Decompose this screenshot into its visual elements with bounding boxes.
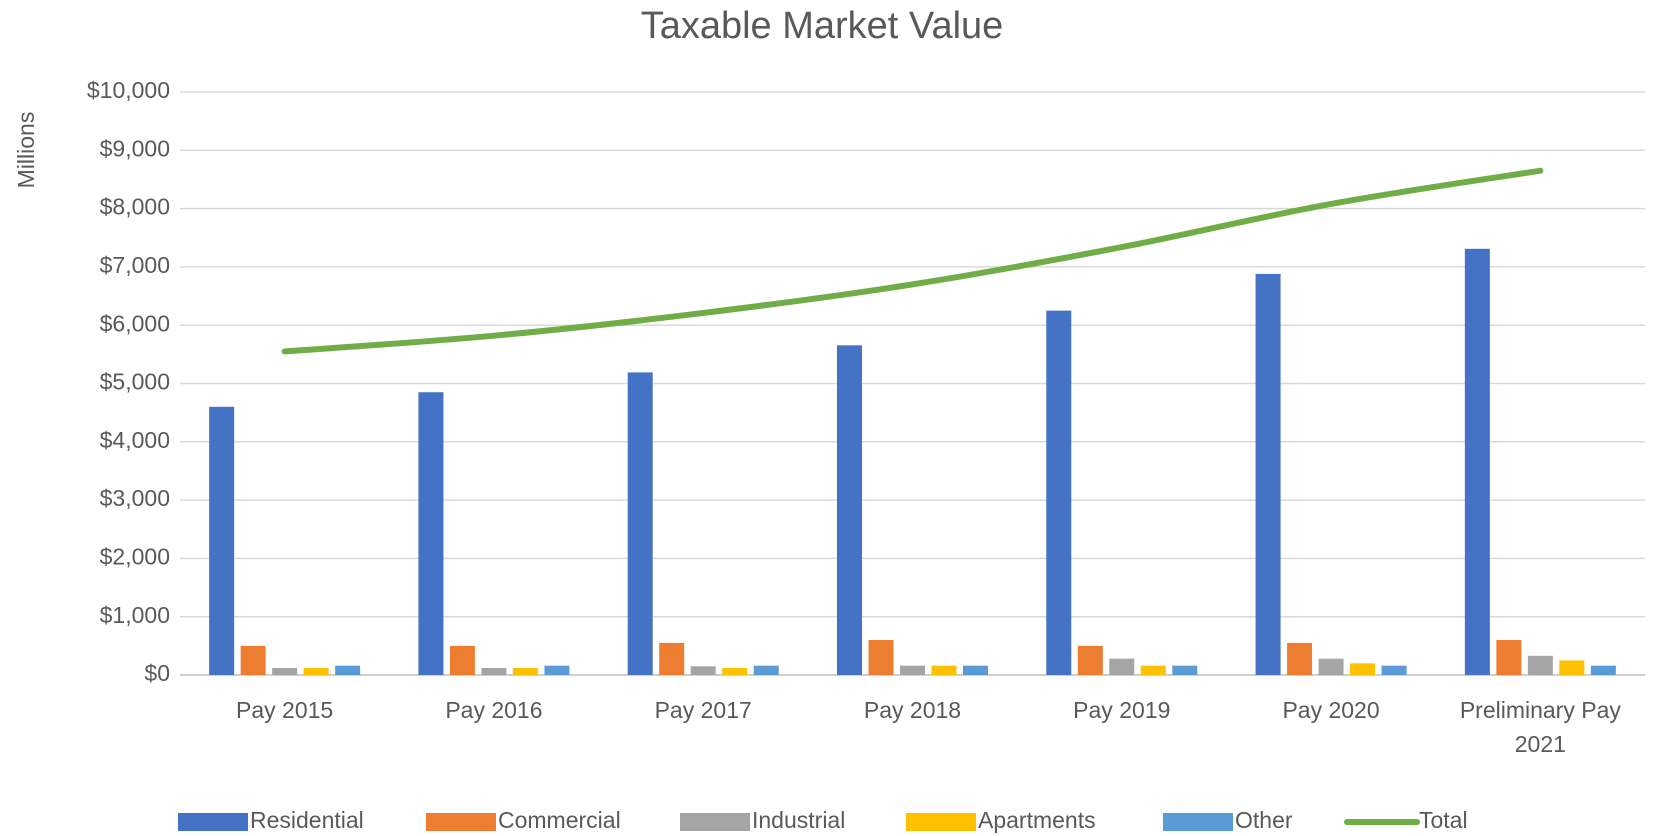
bar bbox=[1590, 665, 1616, 675]
legend-label: Industrial bbox=[752, 807, 845, 833]
y-tick-label: $4,000 bbox=[100, 427, 170, 453]
bar bbox=[1350, 663, 1376, 675]
bar bbox=[753, 665, 779, 675]
legend-swatch bbox=[178, 813, 248, 831]
bar bbox=[900, 665, 925, 675]
bar bbox=[481, 668, 507, 675]
bar bbox=[690, 666, 716, 675]
bar bbox=[722, 668, 748, 675]
x-tick-label: Preliminary Pay 2021 bbox=[1459, 697, 1621, 757]
y-tick-label: $10,000 bbox=[87, 77, 170, 103]
bar bbox=[544, 665, 570, 675]
legend-swatch bbox=[1163, 813, 1233, 831]
bar bbox=[627, 372, 653, 675]
y-tick-label: $3,000 bbox=[100, 485, 170, 511]
y-tick-label: $2,000 bbox=[100, 543, 170, 569]
bar bbox=[272, 668, 298, 675]
bar bbox=[1140, 665, 1166, 675]
legend-swatch bbox=[426, 813, 496, 831]
bar bbox=[1109, 658, 1135, 675]
x-tick-label: Pay 2020 bbox=[1282, 697, 1380, 723]
bar bbox=[931, 665, 957, 675]
legend-swatch bbox=[906, 813, 976, 831]
x-tick-label: Pay 2016 bbox=[445, 697, 543, 723]
bar bbox=[1318, 658, 1344, 675]
bar bbox=[659, 642, 685, 675]
x-tick-label: Pay 2019 bbox=[1073, 697, 1171, 723]
bar bbox=[1287, 642, 1313, 675]
y-axis-label: Millions bbox=[13, 112, 39, 189]
y-tick-label: $1,000 bbox=[100, 602, 170, 628]
bar bbox=[1077, 645, 1103, 675]
bar bbox=[868, 640, 894, 675]
bar bbox=[335, 665, 361, 675]
bar bbox=[963, 665, 988, 675]
bar bbox=[512, 668, 538, 675]
y-tick-label: $5,000 bbox=[100, 369, 170, 395]
bar bbox=[1464, 248, 1490, 675]
bar bbox=[1559, 660, 1585, 675]
x-tick-label: Pay 2015 bbox=[236, 697, 334, 723]
bar bbox=[303, 668, 329, 675]
bar bbox=[418, 392, 444, 675]
bar bbox=[209, 406, 235, 675]
x-tick-label: Pay 2018 bbox=[863, 697, 962, 723]
bar bbox=[449, 645, 475, 675]
bar bbox=[1381, 665, 1407, 675]
bar bbox=[837, 345, 862, 675]
legend-label: Residential bbox=[250, 807, 364, 833]
bar bbox=[1255, 273, 1281, 675]
legend-swatch bbox=[680, 813, 750, 831]
legend-label: Other bbox=[1235, 807, 1293, 833]
y-tick-label: $9,000 bbox=[100, 135, 170, 161]
bar bbox=[1046, 310, 1072, 675]
y-tick-label: $6,000 bbox=[100, 310, 170, 336]
line bbox=[281, 167, 1544, 355]
bar bbox=[240, 645, 266, 675]
y-tick-label: $8,000 bbox=[100, 194, 170, 220]
y-tick-label: $7,000 bbox=[100, 252, 170, 278]
x-tick-label: Pay 2017 bbox=[654, 697, 752, 723]
bar bbox=[1527, 655, 1553, 675]
bar bbox=[1496, 640, 1522, 675]
chart-title: Taxable Market Value bbox=[641, 5, 1004, 47]
bar bbox=[1172, 665, 1198, 675]
legend-label: Apartments bbox=[978, 807, 1096, 833]
legend-label: Total bbox=[1419, 807, 1468, 833]
y-tick-label: $0 bbox=[144, 660, 170, 686]
legend-label: Commercial bbox=[498, 807, 621, 833]
